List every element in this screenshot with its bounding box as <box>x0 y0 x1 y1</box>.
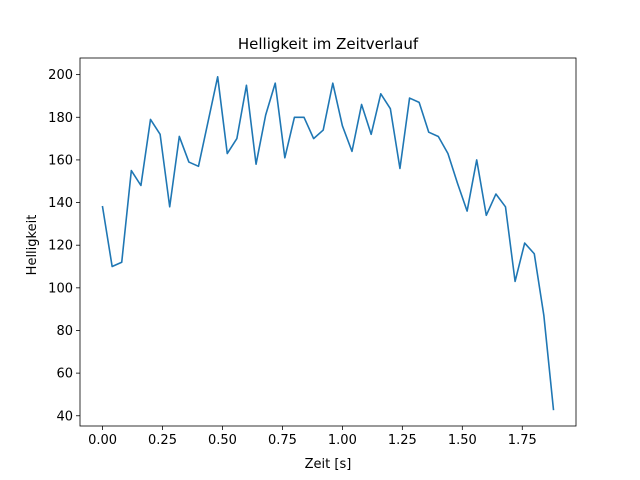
plot-area: 0.00 0.25 0.50 0.75 1.00 1.25 1.50 1.75 40 60 80 10… <box>48 57 577 448</box>
y-tick-label: 180 <box>48 111 73 126</box>
data-point <box>361 104 363 106</box>
data-point <box>274 82 276 84</box>
data-point <box>284 157 286 159</box>
data-point <box>217 76 219 78</box>
x-tick-label: 1.25 <box>388 433 417 448</box>
data-point <box>236 138 238 140</box>
data-point <box>466 210 468 212</box>
data-point <box>169 206 171 208</box>
data-point <box>486 215 488 217</box>
data-point <box>505 206 507 208</box>
x-tick-label: 0.25 <box>148 433 177 448</box>
y-tick-label: 160 <box>48 153 73 168</box>
data-point <box>524 242 526 244</box>
chart-title: Helligkeit im Zeitverlauf <box>238 35 419 53</box>
x-tick-label: 0.75 <box>268 433 297 448</box>
y-tick-label: 60 <box>56 367 73 382</box>
x-tick-label: 0.50 <box>208 433 237 448</box>
data-point <box>121 261 123 263</box>
data-point <box>514 281 516 283</box>
data-point <box>543 315 545 317</box>
x-axis-label: Zeit [s] <box>305 457 352 472</box>
y-axis-label: Helligkeit <box>25 215 40 276</box>
data-point <box>351 151 353 153</box>
data-point <box>380 93 382 95</box>
x-tick-label: 1.00 <box>328 433 357 448</box>
data-point <box>255 163 257 165</box>
y-tick-label: 40 <box>56 409 73 424</box>
data-point <box>226 153 228 155</box>
data-point <box>370 134 372 136</box>
data-point <box>102 206 104 208</box>
data-point <box>418 102 420 104</box>
data-point <box>313 138 315 140</box>
data-point <box>553 409 555 411</box>
data-point <box>533 253 535 255</box>
x-tick-label: 0.00 <box>88 433 117 448</box>
data-point <box>159 134 161 136</box>
data-point <box>409 97 411 99</box>
data-point <box>198 166 200 168</box>
data-point <box>332 82 334 84</box>
data-point <box>188 161 190 163</box>
data-point <box>428 131 430 133</box>
plot-frame <box>79 57 577 427</box>
data-point <box>476 159 478 161</box>
data-point <box>322 129 324 131</box>
y-tick-label: 100 <box>48 281 73 296</box>
y-tick-label: 80 <box>56 324 73 339</box>
data-point <box>131 170 133 172</box>
data-point <box>342 125 344 127</box>
data-point <box>303 116 305 118</box>
series-line-0 <box>101 75 555 411</box>
data-point <box>246 84 248 86</box>
data-point <box>140 185 142 187</box>
data-point <box>399 168 401 170</box>
data-point <box>207 121 209 123</box>
y-tick-label: 140 <box>48 196 73 211</box>
data-point <box>265 114 267 116</box>
data-point <box>495 193 497 195</box>
data-point <box>457 183 459 185</box>
data-point <box>438 136 440 138</box>
data-point <box>150 119 152 121</box>
data-point <box>447 153 449 155</box>
x-tick-label: 1.75 <box>508 433 537 448</box>
data-point <box>390 108 392 110</box>
data-point <box>294 116 296 118</box>
data-point <box>111 266 113 268</box>
x-tick-label: 1.50 <box>448 433 477 448</box>
data-point <box>179 136 181 138</box>
y-tick-label: 120 <box>48 239 73 254</box>
y-tick-label: 200 <box>48 68 73 83</box>
